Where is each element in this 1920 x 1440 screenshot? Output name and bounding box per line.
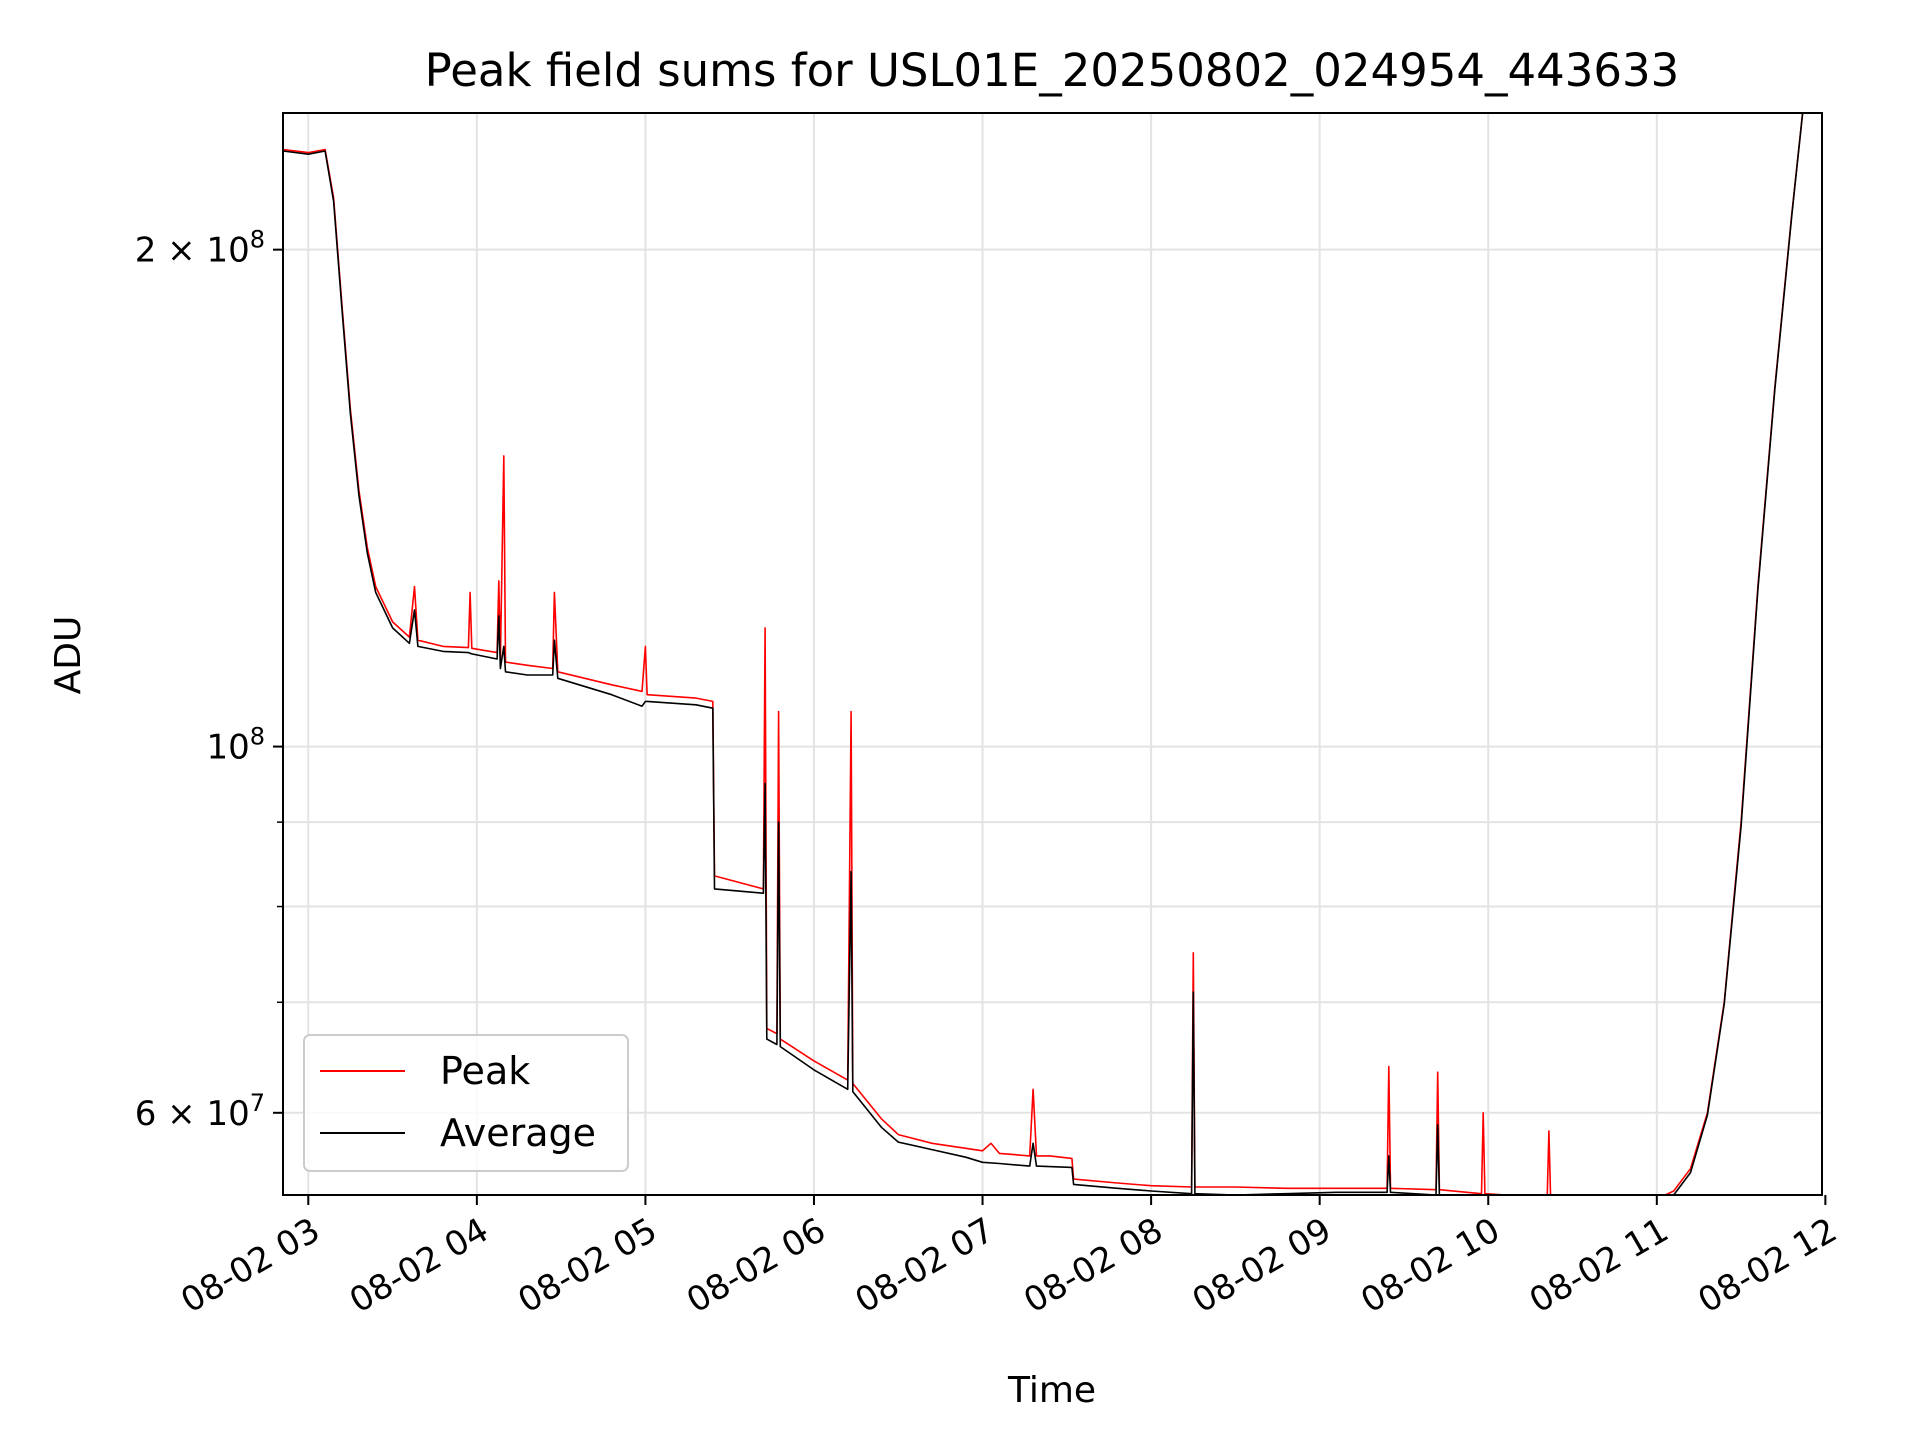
- legend: Peak Average: [303, 1034, 629, 1172]
- series-line-peak: [283, 113, 1804, 1195]
- series-layer: [283, 113, 1804, 1195]
- legend-label-average: Average: [440, 1111, 596, 1155]
- legend-box: [303, 1034, 629, 1172]
- grid: [283, 113, 1822, 1195]
- plot-frame: [282, 112, 1823, 1196]
- legend-label-peak: Peak: [440, 1049, 530, 1093]
- chart-title: Peak field sums for USL01E_20250802_0249…: [425, 44, 1680, 97]
- y-axis-label: ADU: [48, 616, 89, 695]
- y-tick-label: 2 × 108: [135, 226, 265, 271]
- y-tick-label: 108: [206, 723, 265, 768]
- x-axis-label: Time: [1007, 1370, 1096, 1411]
- series-line-average: [283, 113, 1804, 1195]
- y-tick-label: 6 × 107: [135, 1089, 265, 1134]
